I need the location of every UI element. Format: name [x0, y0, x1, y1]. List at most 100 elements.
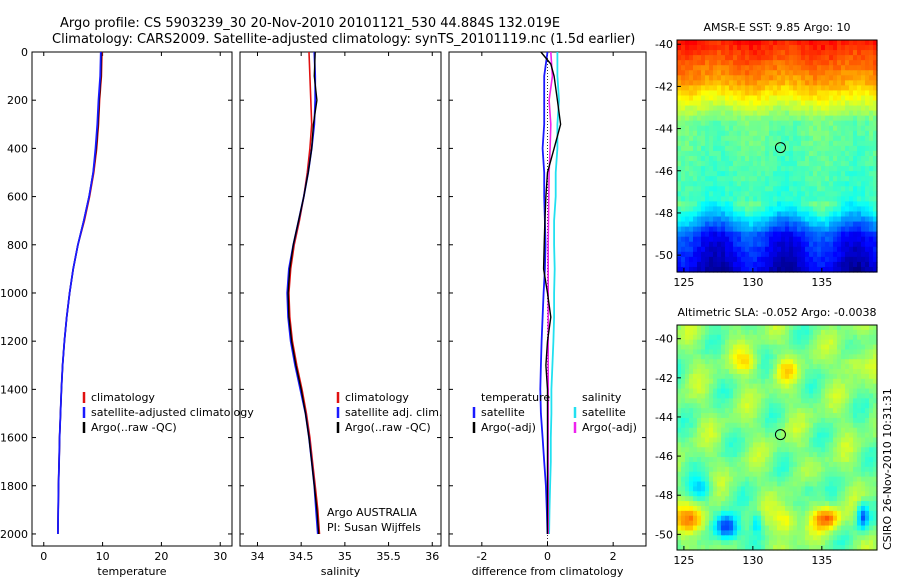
sla-cell [817, 364, 822, 370]
sst-cell [705, 206, 710, 213]
sst-cell [789, 181, 794, 187]
sst-cell [793, 75, 798, 81]
sla-cell [769, 486, 774, 492]
sst-cell [709, 186, 714, 192]
sst-cell [857, 105, 862, 112]
sst-cell [685, 45, 690, 51]
sla-cell [841, 393, 846, 399]
sst-cell [853, 135, 858, 142]
sla-cell [841, 427, 846, 434]
sst-cell [861, 221, 866, 228]
sla-cell [677, 359, 682, 365]
sst-cell [693, 176, 698, 182]
sst-cell [805, 145, 810, 152]
sst-cell [797, 206, 802, 213]
sst-cell [797, 251, 802, 258]
sst-cell [753, 85, 758, 92]
sla-cell [721, 437, 726, 443]
sla-cell [829, 505, 834, 512]
sst-cell [849, 251, 854, 258]
sla-cell [865, 432, 870, 439]
sst-cell [849, 55, 854, 61]
sla-cell [785, 417, 790, 424]
sst-cell [677, 216, 682, 223]
sst-cell [749, 216, 754, 223]
sst-cell [873, 176, 878, 182]
sst-cell [709, 201, 714, 208]
sla-cell [693, 325, 698, 331]
sst-cell [801, 105, 806, 112]
sst-cell [685, 140, 690, 147]
sla-cell [777, 373, 782, 380]
sla-cell [873, 417, 878, 424]
sst-cell [801, 156, 806, 162]
sst-cell [725, 181, 730, 187]
sla-cell [721, 520, 726, 527]
sla-cell [689, 510, 694, 517]
sst-cell [769, 241, 774, 248]
sla-cell [705, 530, 710, 536]
sst-cell [793, 266, 798, 273]
sla-cell [745, 432, 750, 439]
sla-cell [753, 369, 758, 375]
sst-cell [729, 40, 734, 46]
sla-cell [809, 403, 814, 409]
sst-cell [733, 145, 738, 152]
sla-cell [857, 364, 862, 370]
sla-cell [765, 535, 770, 541]
sla-cell [713, 364, 718, 370]
sst-cell [693, 266, 698, 273]
sla-cell [829, 408, 834, 414]
sla-cell [701, 447, 706, 453]
sst-cell [809, 181, 814, 187]
sst-cell [829, 55, 834, 61]
sst-cell [681, 50, 686, 56]
sst-cell [745, 90, 750, 97]
sst-cell [745, 171, 750, 177]
sst-cell [841, 196, 846, 202]
sla-cell [773, 344, 778, 351]
sst-cell [757, 191, 762, 197]
sla-cell [769, 452, 774, 458]
sla-cell [825, 417, 830, 424]
sla-cell [829, 344, 834, 351]
sst-cell [681, 176, 686, 182]
sla-cell [769, 525, 774, 532]
sla-cell [813, 447, 818, 453]
sst-cell [873, 261, 878, 268]
sst-cell [793, 201, 798, 208]
sst-cell [853, 171, 858, 177]
sla-cell [757, 339, 762, 346]
sst-cell [725, 251, 730, 258]
sst-cell [793, 105, 798, 112]
sst-cell [737, 176, 742, 182]
sst-cell [765, 145, 770, 152]
sst-cell [801, 216, 806, 223]
sla-cell [841, 339, 846, 346]
sla-cell [797, 510, 802, 517]
sla-cell [829, 393, 834, 399]
sla-cell [829, 501, 834, 507]
sla-cell [769, 471, 774, 478]
sla-cell [809, 540, 814, 546]
sla-cell [701, 422, 706, 429]
sla-cell [781, 344, 786, 351]
sla-cell [829, 520, 834, 527]
sst-cell [717, 241, 722, 248]
sla-cell [741, 471, 746, 478]
sst-cell [833, 115, 838, 122]
sla-cell [749, 359, 754, 365]
sla-cell [809, 491, 814, 497]
sla-cell [805, 427, 810, 434]
sst-cell [753, 65, 758, 71]
sst-cell [677, 241, 682, 248]
sla-cell [797, 359, 802, 365]
sla-cell [845, 481, 850, 488]
sst-cell [805, 196, 810, 202]
sla-cell [741, 486, 746, 492]
sla-cell [845, 354, 850, 360]
sla-cell [837, 496, 842, 502]
sla-cell [769, 427, 774, 434]
sla-cell [721, 378, 726, 385]
sla-cell [757, 510, 762, 517]
